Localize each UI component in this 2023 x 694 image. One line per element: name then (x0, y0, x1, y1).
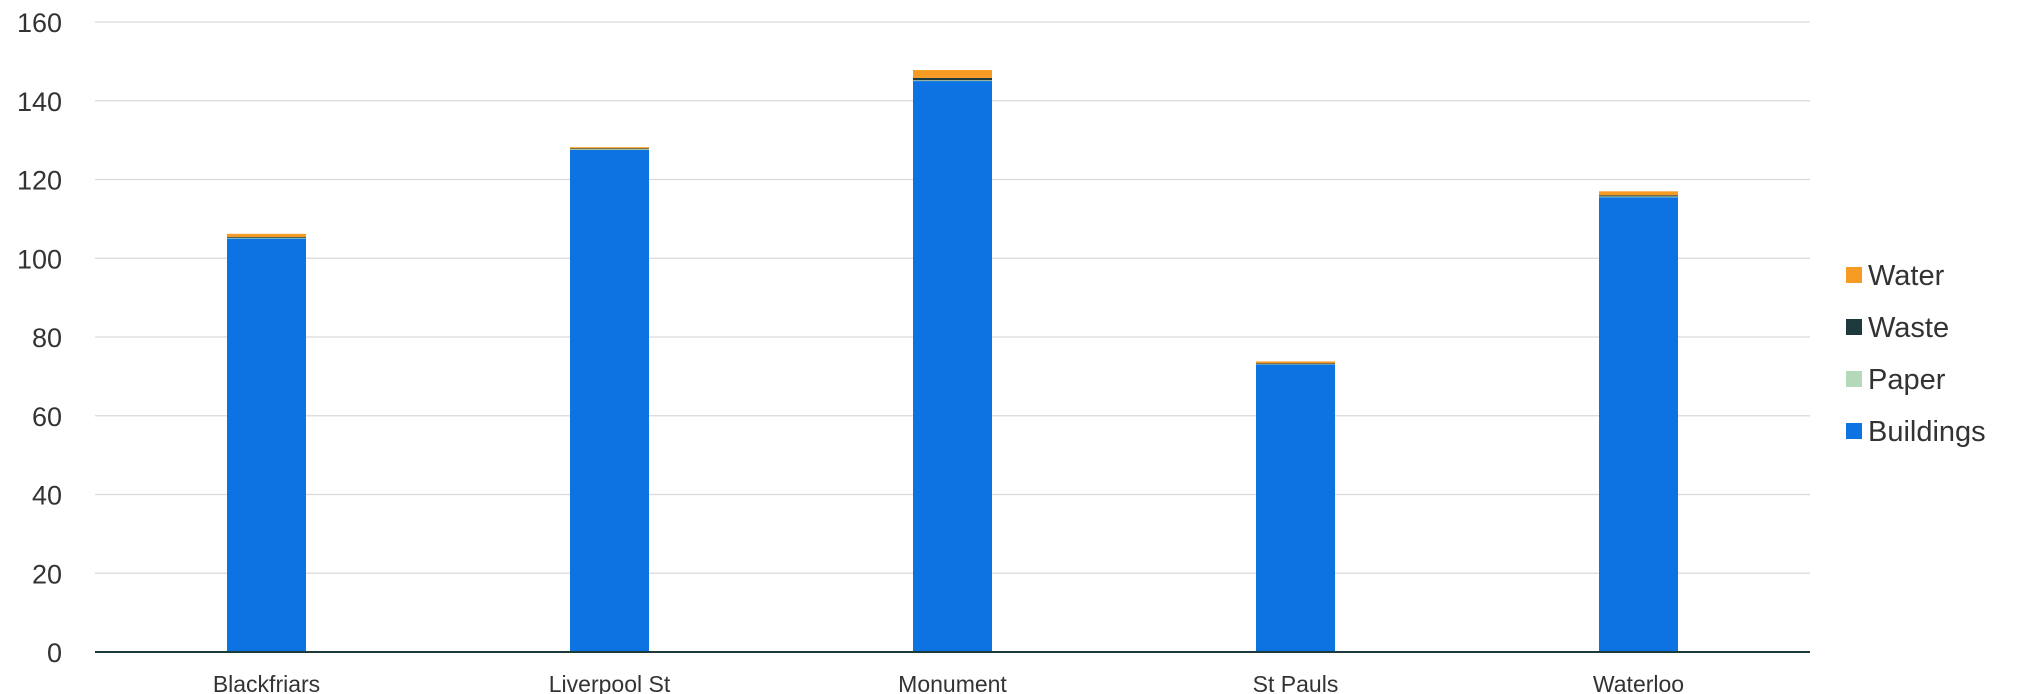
y-axis-ticks: 0 20 40 60 80 100 120 140 160 (17, 8, 62, 668)
legend-item-buildings: Buildings (1846, 416, 1986, 448)
legend-swatch (1846, 319, 1862, 335)
legend-label: Buildings (1868, 416, 1986, 448)
bar-segment-paper (1599, 196, 1678, 198)
bar-segment-paper (913, 80, 992, 82)
bar-stack-waterloo (1599, 191, 1678, 652)
y-tick-label: 120 (17, 166, 62, 196)
legend: Water Waste Paper Buildings (1846, 260, 1986, 448)
bar-stack-liverpool-st (570, 147, 649, 652)
y-tick-label: 0 (47, 638, 62, 668)
bar-segment-buildings (1599, 197, 1678, 652)
y-tick-label: 60 (32, 402, 62, 432)
x-tick-label: Monument (898, 671, 1007, 694)
legend-swatch (1846, 371, 1862, 387)
bar-segment-water (913, 70, 992, 78)
legend-label: Water (1868, 260, 1945, 292)
bar-segment-paper (570, 149, 649, 150)
legend-swatch (1846, 267, 1862, 283)
legend-item-waste: Waste (1846, 312, 1949, 344)
bar-stack-blackfriars (227, 233, 306, 652)
bar-segment-paper (227, 237, 306, 239)
y-tick-label: 100 (17, 244, 62, 274)
bar-segment-waste (570, 148, 649, 150)
x-tick-label: Waterloo (1593, 671, 1684, 694)
legend-item-water: Water (1846, 260, 1945, 292)
bars (227, 70, 1678, 652)
bar-segment-buildings (570, 149, 649, 652)
bar-segment-water (227, 233, 306, 237)
y-tick-label: 40 (32, 481, 62, 511)
x-tick-label: Liverpool St (549, 671, 671, 694)
bar-segment-buildings (913, 81, 992, 652)
bar-segment-waste (1256, 363, 1335, 365)
bar-segment-waste (227, 236, 306, 238)
y-tick-label: 20 (32, 559, 62, 589)
y-tick-label: 140 (17, 87, 62, 117)
bar-segment-water (1599, 191, 1678, 196)
bar-stack-monument (913, 70, 992, 652)
bar-segment-water (1256, 361, 1335, 364)
legend-swatch (1846, 423, 1862, 439)
bar-segment-water (570, 147, 649, 149)
legend-label: Paper (1868, 364, 1946, 396)
y-tick-label: 160 (17, 8, 62, 38)
legend-label: Waste (1868, 312, 1949, 344)
x-axis-ticks: Blackfriars Liverpool St Monument St Pauls W… (213, 671, 1684, 694)
bar-segment-waste (913, 77, 992, 81)
y-tick-label: 80 (32, 323, 62, 353)
legend-item-paper: Paper (1846, 364, 1946, 396)
bar-segment-buildings (1256, 364, 1335, 652)
x-tick-label: St Pauls (1253, 671, 1339, 694)
bar-segment-buildings (227, 238, 306, 652)
bar-segment-waste (1599, 195, 1678, 197)
x-tick-label: Blackfriars (213, 671, 320, 694)
bar-stack-st-pauls (1256, 361, 1335, 652)
